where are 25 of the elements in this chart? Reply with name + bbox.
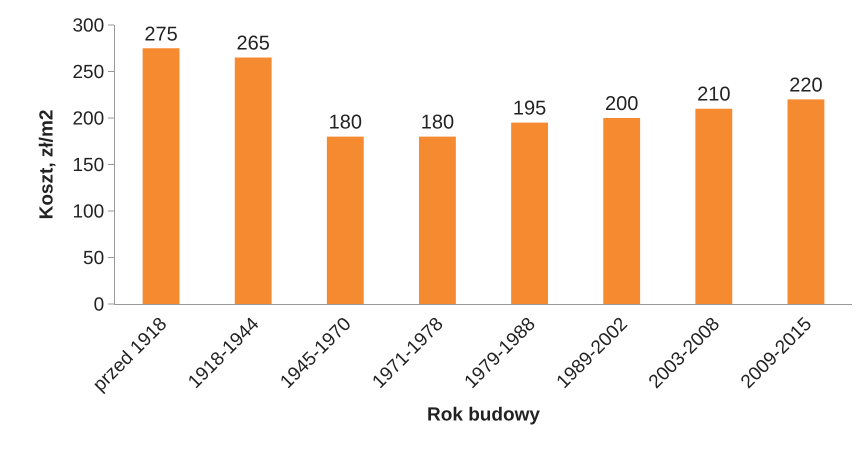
- y-tick-label: 200: [72, 108, 104, 130]
- data-label: 265: [236, 32, 270, 55]
- y-tick-label: 300: [72, 16, 104, 37]
- bar: [326, 136, 364, 304]
- data-label: 180: [420, 112, 454, 134]
- data-label: 195: [512, 98, 546, 120]
- bar: [695, 108, 732, 304]
- y-tick-label: 250: [72, 62, 104, 84]
- y-tick-label: 100: [72, 202, 104, 223]
- data-label: 200: [604, 93, 638, 115]
- data-label: 220: [789, 74, 823, 96]
- bar: [511, 122, 548, 304]
- x-axis-title: Rok budowy: [427, 404, 540, 426]
- y-tick-label: 0: [94, 294, 104, 316]
- data-label: 210: [697, 84, 731, 106]
- bar: [603, 118, 640, 304]
- data-label: 180: [328, 112, 362, 134]
- y-axis-title: Koszt, zł/m2: [36, 110, 58, 220]
- bar: [234, 58, 272, 304]
- bar: [788, 99, 824, 304]
- bar: [419, 136, 456, 304]
- y-tick-label: 150: [72, 155, 104, 176]
- y-tick-label: 50: [83, 248, 104, 270]
- data-label: 275: [144, 23, 178, 46]
- bar: [142, 48, 180, 304]
